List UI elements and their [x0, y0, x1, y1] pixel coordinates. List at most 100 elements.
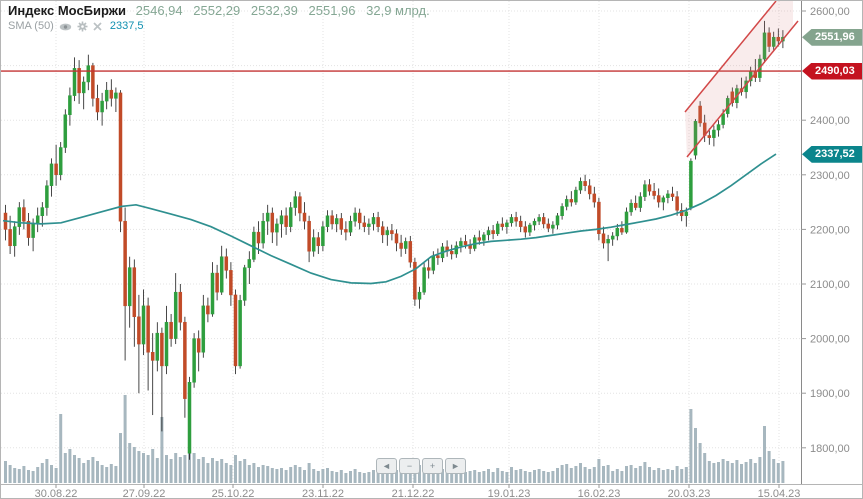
indicator-label: SMA (50)	[8, 20, 54, 32]
volume-bar	[68, 449, 72, 483]
close-icon[interactable]	[93, 22, 102, 31]
candle-body	[68, 95, 72, 115]
candle-body	[776, 36, 781, 42]
volume-bar	[574, 466, 578, 483]
volume-bar	[661, 470, 665, 483]
candle-body	[486, 230, 491, 236]
candle-body	[551, 224, 555, 229]
candle-body	[45, 185, 49, 208]
gear-icon[interactable]	[77, 21, 88, 32]
candle-body	[104, 89, 109, 102]
date-tick-label: 23.11.22	[302, 488, 344, 499]
volume-bar	[252, 463, 256, 483]
volume-bar	[694, 428, 697, 483]
volume-bar	[579, 463, 582, 483]
candle-body	[77, 68, 81, 94]
volume-bar	[151, 449, 155, 483]
volume-bar	[395, 470, 398, 483]
volume-bar	[183, 455, 187, 483]
candle-body	[656, 195, 661, 203]
volume-bar	[303, 470, 306, 483]
candle-body	[514, 217, 518, 222]
volume-bar	[353, 469, 357, 483]
instrument-title: Индекс МосБиржи	[8, 3, 126, 18]
volume-bar	[767, 451, 771, 483]
quote-high: 2552,29	[193, 3, 241, 18]
candle-body	[279, 215, 284, 225]
candle-body	[491, 230, 495, 235]
volume-bar	[367, 472, 371, 483]
volume-bar	[454, 470, 458, 483]
zoom-in-button[interactable]: +	[422, 458, 443, 474]
volume-bar	[50, 465, 53, 483]
eye-icon[interactable]	[59, 22, 72, 32]
chart-legend: Индекс МосБиржи 2546,94 2552,29 2532,39 …	[8, 3, 437, 34]
trend-channel-fill	[685, 1, 793, 157]
candle-body	[569, 199, 574, 203]
volume-bar	[192, 453, 196, 483]
candle-body	[325, 215, 330, 227]
volume-bar	[36, 467, 40, 483]
candle-body	[95, 98, 100, 113]
volume-bar	[8, 465, 12, 483]
candle-body	[574, 189, 578, 203]
volume-bar	[165, 455, 168, 483]
candle-body	[689, 160, 693, 208]
candle-body	[284, 215, 288, 227]
candle-body	[771, 36, 776, 47]
volume-bar	[450, 472, 454, 483]
volume-bar	[105, 467, 109, 483]
volume-bar	[744, 462, 748, 483]
price-badge: 2337,52	[802, 145, 862, 163]
candle-body	[160, 332, 164, 367]
volume-bar	[385, 472, 389, 483]
candle-body	[767, 32, 771, 47]
date-tick-label: 27.09.22	[123, 488, 166, 499]
candle-body	[275, 223, 279, 233]
volume-bar	[528, 472, 532, 483]
candle-body	[560, 206, 564, 217]
volume-bar	[703, 453, 707, 483]
candle-body	[196, 338, 201, 353]
candle-body	[606, 238, 610, 244]
candle-body	[509, 217, 514, 224]
candle-body	[256, 231, 261, 244]
candle-body	[8, 229, 12, 247]
volume-bar	[772, 459, 776, 483]
candle-body	[528, 224, 532, 233]
volume-bar	[224, 463, 228, 483]
candle-body	[40, 207, 45, 216]
zoom-out-button[interactable]: −	[399, 458, 420, 474]
candle-body	[58, 147, 63, 176]
volume-bar	[542, 471, 546, 483]
volume-bar	[238, 461, 242, 483]
volume-bar	[496, 468, 500, 483]
candle-body	[302, 212, 307, 222]
candle-body	[399, 242, 403, 249]
volume-bar	[109, 464, 113, 483]
candle-body	[376, 217, 380, 227]
volume-bar	[169, 459, 173, 483]
volume-bar	[404, 472, 408, 483]
candle-body	[403, 241, 408, 249]
trend-channel-lower	[686, 20, 799, 158]
candle-body	[624, 211, 629, 233]
volume-bar	[312, 469, 316, 483]
scroll-right-button[interactable]: ►	[445, 458, 466, 474]
volume-bar	[13, 468, 17, 483]
volume-bar	[220, 459, 224, 483]
candle-body	[661, 197, 666, 203]
candle-body	[587, 185, 592, 195]
candle-body	[546, 223, 551, 229]
volume-bar	[73, 455, 76, 483]
trend-channel-upper	[684, 1, 777, 113]
candle-body	[72, 68, 77, 96]
price-tick-label: 1900,00	[810, 388, 850, 400]
candle-body	[293, 196, 298, 208]
candle-body	[431, 255, 436, 271]
candle-body	[224, 256, 229, 271]
scroll-left-button[interactable]: ◄	[376, 458, 397, 474]
candle-body	[288, 207, 293, 227]
volume-bar	[339, 470, 343, 483]
